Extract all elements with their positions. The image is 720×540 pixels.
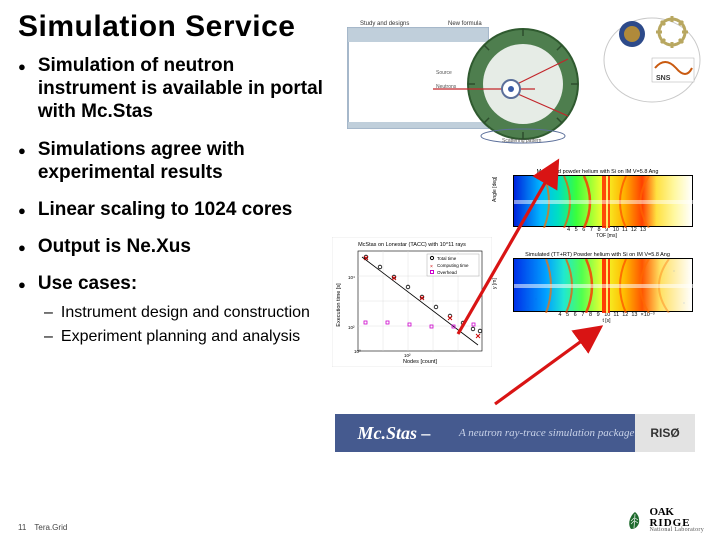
text-column: Simulation of neutron instrument is avai… xyxy=(18,54,328,350)
footer-label: Tera.Grid xyxy=(34,523,67,532)
svg-text:Total time: Total time xyxy=(437,256,457,261)
bullet-text: Simulations agree with experimental resu… xyxy=(38,138,328,184)
svg-text:Study and designs: Study and designs xyxy=(360,21,409,27)
bullet-item: Simulation of neutron instrument is avai… xyxy=(18,54,328,124)
svg-text:McStas on Lonestar (TACC) with: McStas on Lonestar (TACC) with 10^11 ray… xyxy=(358,242,466,248)
oakridge-logo: OAK RIDGE National Laboratory xyxy=(625,507,704,534)
bullet-item: Use cases: xyxy=(18,272,328,295)
svg-text:10²: 10² xyxy=(404,353,411,358)
scaling-plot: McStas on Lonestar (TACC) with 10^11 ray… xyxy=(332,237,492,367)
sub-bullet-text: Experiment planning and analysis xyxy=(61,327,300,346)
bullet-text: Use cases: xyxy=(38,272,137,295)
figure-column: Study and designs New formula Source Neu… xyxy=(340,54,690,350)
bullet-text: Linear scaling to 1024 cores xyxy=(38,198,293,221)
svg-text:Scattering pattern: Scattering pattern xyxy=(502,138,542,144)
page-number: 11 xyxy=(18,523,26,532)
svg-text:Computing time: Computing time xyxy=(437,263,469,268)
svg-text:10²: 10² xyxy=(348,325,355,330)
slide-content: Simulation of neutron instrument is avai… xyxy=(18,54,702,350)
sub-bullet-item: Instrument design and construction xyxy=(44,303,328,322)
mcstas-banner: Mc.Stas – A neutron ray-trace simulation… xyxy=(335,414,695,452)
svg-text:Source: Source xyxy=(436,70,452,76)
svg-text:Execution time [s]: Execution time [s] xyxy=(336,283,342,327)
svg-text:New formula: New formula xyxy=(448,21,482,27)
leaf-icon xyxy=(625,511,645,531)
logo-text: OAK RIDGE National Laboratory xyxy=(649,507,704,534)
bullet-item: Linear scaling to 1024 cores xyxy=(18,198,328,221)
bullet-list: Simulation of neutron instrument is avai… xyxy=(18,54,328,295)
riso-label: RISØ xyxy=(650,426,679,440)
sub-bullet-list: Instrument design and construction Exper… xyxy=(44,303,328,345)
mcstas-subtitle: A neutron ray-trace simulation package xyxy=(459,427,634,439)
slide-footer: 11 Tera.Grid xyxy=(18,523,67,532)
bullet-text: Simulation of neutron instrument is avai… xyxy=(38,54,328,124)
svg-text:10⁰: 10⁰ xyxy=(354,349,361,354)
heatmap-simulated: Simulated (TT+RT) Powder helium with Si … xyxy=(495,252,700,330)
svg-text:Nodes [count]: Nodes [count] xyxy=(403,359,437,365)
mcstas-logo-text: Mc.Stas – xyxy=(357,423,430,444)
slide-root: Simulation Service Simulation of neutron… xyxy=(0,0,720,540)
instrument-diagram: Study and designs New formula Source Neu… xyxy=(340,14,600,144)
sub-bullet-text: Instrument design and construction xyxy=(61,303,310,322)
svg-text:10⁴: 10⁴ xyxy=(348,275,355,280)
svg-text:×: × xyxy=(430,264,433,270)
heatmap-measured: Measured powder helium with Si on IM V=5… xyxy=(495,169,700,241)
bullet-item: Simulations agree with experimental resu… xyxy=(18,138,328,184)
bullet-item: Output is Ne.Xus xyxy=(18,235,328,258)
svg-text:SNS: SNS xyxy=(656,75,671,82)
external-icons: SNS xyxy=(602,10,702,110)
logo-line3: National Laboratory xyxy=(649,528,704,534)
sub-bullet-item: Experiment planning and analysis xyxy=(44,327,328,346)
svg-text:Overhead: Overhead xyxy=(437,270,457,275)
bullet-text: Output is Ne.Xus xyxy=(38,235,191,258)
svg-text:Neutrons: Neutrons xyxy=(436,84,457,90)
